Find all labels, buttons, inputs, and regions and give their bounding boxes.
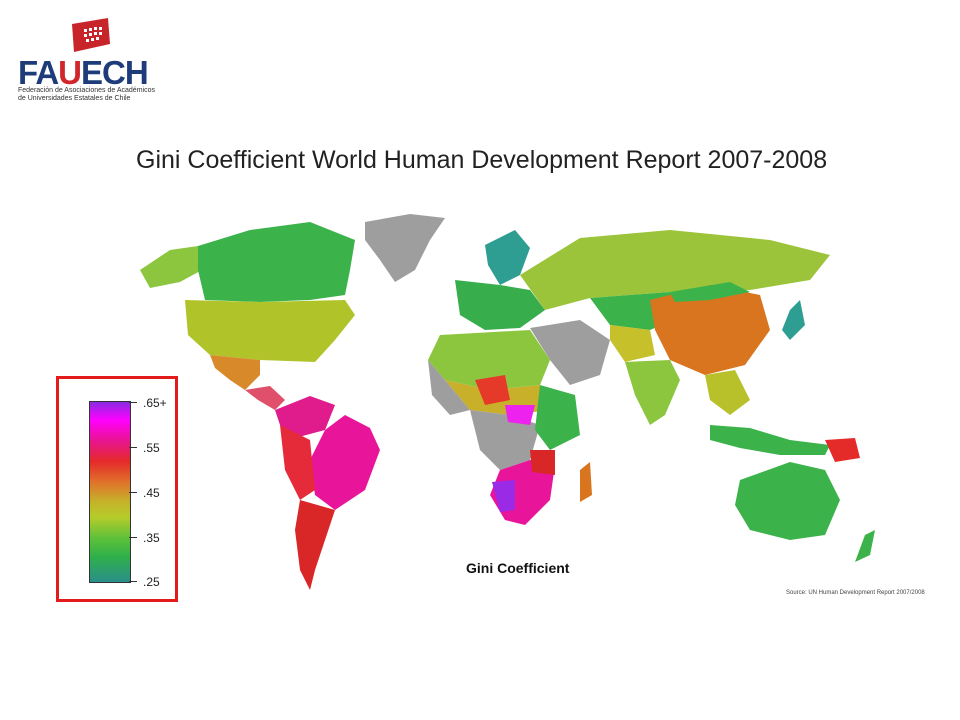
mongolia-region <box>670 282 750 302</box>
central-africa-region <box>470 410 540 470</box>
brazil-region <box>310 415 380 510</box>
new-zealand-region <box>855 530 875 562</box>
india-region <box>625 360 680 425</box>
legend-box: .65+ .55 .45 .35 .25 <box>56 376 178 602</box>
indonesia-region <box>710 425 830 455</box>
usa-region <box>185 300 355 362</box>
legend-tick <box>129 492 137 493</box>
greenland-region <box>365 214 445 282</box>
argentina-chile-region <box>295 500 335 590</box>
madagascar-region <box>580 462 592 502</box>
southeast-asia-region <box>705 370 750 415</box>
zambia-region <box>530 450 555 475</box>
page-title: Gini Coefficient World Human Development… <box>136 146 828 174</box>
legend-tick <box>129 581 137 582</box>
source-note: Source: UN Human Development Report 2007… <box>786 590 925 596</box>
legend-tick-label: .25 <box>143 575 160 589</box>
legend-tick-label: .45 <box>143 486 160 500</box>
papua-region <box>825 438 860 462</box>
canada-region <box>198 222 355 302</box>
iran-region <box>610 325 655 362</box>
nigeria-region <box>475 375 510 405</box>
peru-bolivia-region <box>280 425 315 500</box>
legend-tick-label: .65+ <box>143 396 167 410</box>
world-map <box>140 214 875 590</box>
australia-region <box>735 462 840 540</box>
europe-region <box>455 280 545 330</box>
logo-subtitle: Federación de Asociaciones de Académicos… <box>18 87 155 102</box>
legend-tick-label: .35 <box>143 531 160 545</box>
west-africa-region <box>428 360 470 415</box>
colombia-venezuela-region <box>275 396 335 438</box>
japan-region <box>782 300 805 340</box>
legend-tick <box>129 537 137 538</box>
namibia-region <box>492 480 515 512</box>
north-africa-region <box>428 330 550 390</box>
car-region <box>505 405 535 425</box>
mexico-region <box>210 355 260 390</box>
china-region <box>650 285 770 375</box>
legend-tick-label: .55 <box>143 441 160 455</box>
central-america-region <box>245 386 285 410</box>
legend-tick <box>129 402 137 403</box>
alaska-region <box>140 246 202 288</box>
legend-tick <box>129 447 137 448</box>
scandinavia-region <box>485 230 530 285</box>
flag-icon <box>72 18 110 52</box>
east-africa-region <box>535 385 580 450</box>
legend-color-scale <box>89 401 131 583</box>
fauech-logo: FAUECH Federación de Asociaciones de Aca… <box>16 18 155 106</box>
russia-region <box>520 230 830 310</box>
map-caption: Gini Coefficient <box>466 560 570 576</box>
logo-wordmark: FAUECH <box>18 54 149 91</box>
middle-east-region <box>530 320 610 385</box>
